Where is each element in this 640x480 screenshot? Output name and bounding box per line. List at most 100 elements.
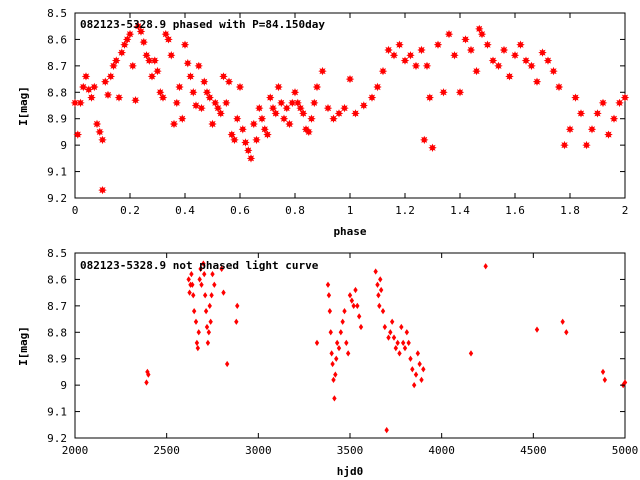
data-point	[307, 114, 316, 123]
data-point	[560, 318, 565, 325]
data-point	[79, 82, 88, 92]
data-point	[543, 56, 553, 65]
data-point	[395, 339, 400, 346]
data-point	[334, 339, 340, 346]
data-point	[136, 27, 146, 36]
data-point	[197, 103, 206, 113]
data-point	[249, 119, 258, 129]
data-point	[582, 140, 591, 150]
data-point	[244, 146, 253, 155]
plot-title: 082123-5328.9 phased with P=84.150day	[80, 18, 325, 31]
data-point	[336, 345, 342, 352]
data-point	[344, 339, 349, 346]
x-tick-label: 1.8	[560, 204, 580, 217]
data-point	[109, 61, 118, 71]
data-point	[208, 318, 213, 325]
data-point	[351, 109, 360, 118]
data-point	[358, 323, 364, 331]
data-point	[359, 101, 368, 110]
data-point	[375, 281, 380, 288]
data-point	[187, 289, 192, 296]
y-tick-label: 8.7	[47, 60, 67, 73]
data-point	[146, 371, 151, 378]
data-point	[388, 329, 393, 336]
data-point	[246, 154, 256, 163]
data-point	[212, 281, 217, 288]
data-point	[194, 61, 203, 71]
data-point	[399, 323, 404, 331]
data-point	[150, 56, 159, 65]
data-point	[120, 40, 129, 49]
data-point	[206, 329, 212, 336]
x-tick-label: 1.4	[450, 204, 470, 217]
data-point	[602, 376, 608, 383]
data-point	[351, 302, 356, 309]
data-point	[304, 127, 313, 137]
y-tick-label: 9.2	[47, 192, 67, 205]
data-point	[475, 24, 484, 34]
data-point	[439, 88, 448, 97]
data-point	[620, 93, 630, 102]
y-tick-label: 9	[60, 139, 67, 152]
x-tick-label: 2500	[153, 444, 180, 457]
data-point	[373, 268, 378, 275]
data-point	[353, 286, 358, 294]
data-point	[328, 329, 333, 336]
data-point	[224, 360, 230, 368]
data-point	[499, 45, 509, 55]
data-point	[81, 72, 91, 81]
data-point	[167, 51, 176, 60]
data-point	[139, 37, 148, 47]
data-point	[290, 88, 300, 97]
data-point	[131, 96, 140, 105]
data-point	[349, 297, 355, 304]
data-point	[216, 109, 225, 118]
data-point	[178, 114, 187, 123]
data-point	[329, 350, 334, 357]
data-point	[114, 93, 124, 102]
data-point	[203, 308, 209, 315]
data-point	[333, 371, 338, 378]
data-point	[227, 130, 236, 139]
data-point	[125, 29, 135, 39]
data-point	[338, 329, 344, 336]
data-point	[377, 302, 382, 309]
data-point	[219, 265, 224, 272]
data-point	[472, 66, 481, 76]
data-point	[415, 350, 421, 357]
y-tick-label: 8.5	[47, 247, 67, 260]
data-point	[193, 318, 199, 325]
x-tick-label: 0.4	[175, 204, 195, 217]
data-point	[314, 339, 320, 346]
data-point	[340, 318, 345, 325]
y-tick-label: 8.8	[47, 86, 67, 99]
y-tick-label: 8.8	[47, 326, 67, 339]
data-point	[600, 368, 606, 376]
data-point	[266, 93, 275, 102]
data-point	[208, 119, 217, 129]
data-point	[195, 345, 201, 352]
unphased-data-points	[144, 260, 628, 434]
data-point	[455, 88, 465, 97]
data-point	[389, 51, 399, 60]
data-point	[402, 345, 408, 352]
x-tick-label: 2000	[62, 444, 89, 457]
data-point	[334, 109, 344, 118]
data-point	[87, 93, 96, 102]
data-point	[391, 334, 397, 341]
data-point	[98, 135, 107, 145]
data-point	[334, 355, 339, 362]
data-point	[406, 339, 411, 346]
data-point	[201, 260, 206, 267]
data-point	[73, 130, 83, 139]
data-point	[194, 339, 200, 346]
data-point	[347, 292, 353, 299]
data-point	[153, 66, 162, 76]
data-point	[98, 185, 107, 195]
data-point	[325, 281, 331, 288]
data-point	[92, 119, 102, 129]
data-point	[323, 103, 333, 113]
unphased-light-curve-plot: 2000 2500 3000 3500 4000 4500 5000 8.58.68.78.…	[17, 247, 638, 478]
phased-data-points	[70, 21, 630, 195]
